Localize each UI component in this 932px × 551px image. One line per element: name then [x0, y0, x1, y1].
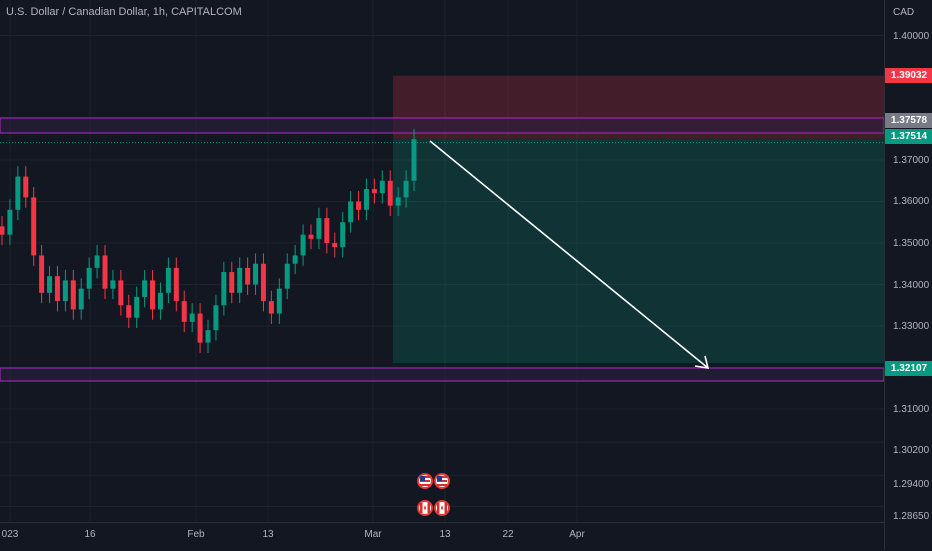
candle-body	[70, 280, 76, 310]
candle-body	[300, 234, 306, 256]
candle-body	[284, 263, 290, 289]
take-profit-zone	[393, 138, 884, 364]
time-axis[interactable]: 023 16 Feb 13 Mar 13 22 Apr	[0, 522, 884, 551]
candle-body	[7, 209, 13, 235]
candle-body	[348, 201, 354, 223]
time-tick: Apr	[569, 529, 585, 540]
candle-body	[237, 267, 243, 293]
price-tick: 1.28650	[893, 511, 930, 522]
candle-body	[229, 272, 235, 293]
time-tick: 023	[1, 529, 19, 540]
currency-label: CAD	[893, 7, 915, 18]
candle-body	[142, 280, 148, 297]
candle-body	[276, 288, 282, 314]
candle-body	[411, 139, 417, 181]
price-axis[interactable]: CAD 1.40000 1.37000 1.36000 1.35000 1.34…	[884, 0, 932, 550]
current-price-label: 1.37514	[885, 129, 932, 144]
candle-body	[205, 330, 211, 343]
candle-body	[31, 197, 37, 256]
candle-body	[363, 189, 369, 210]
candle-body	[316, 218, 322, 239]
take-profit-price-label: 1.32107	[885, 361, 932, 376]
support-zone	[0, 367, 884, 382]
candle-body	[371, 189, 377, 194]
candle-body	[395, 197, 401, 206]
time-tick: 13	[439, 529, 451, 540]
candle-body	[260, 263, 266, 302]
candle-body	[308, 234, 314, 239]
price-tick: 1.33000	[893, 321, 930, 332]
candle-body	[39, 255, 45, 293]
candle-body	[157, 292, 163, 310]
resistance-price-label: 1.37578	[885, 113, 932, 128]
price-tick: 1.36000	[893, 196, 930, 207]
candle-body	[340, 222, 346, 248]
candle-body	[356, 201, 362, 210]
price-tick: 1.40000	[893, 31, 930, 42]
time-tick: 22	[502, 529, 514, 540]
candle-body	[213, 305, 219, 331]
candle-body	[221, 272, 227, 306]
candle-body	[387, 180, 393, 206]
candle-body	[292, 255, 298, 264]
candle-body	[0, 226, 5, 235]
candle-body	[332, 243, 338, 248]
candle-body	[324, 218, 330, 243]
candle-body	[54, 276, 60, 302]
us-flag-icon[interactable]	[434, 473, 450, 489]
price-tick: 1.37000	[893, 155, 930, 166]
time-tick: Feb	[187, 529, 205, 540]
candle-body	[245, 267, 251, 285]
candle-body	[403, 180, 409, 198]
candle-body	[173, 267, 179, 302]
candle-body	[268, 301, 274, 314]
price-tick: 1.30200	[893, 445, 930, 456]
time-tick: 16	[84, 529, 96, 540]
price-tick: 1.31000	[893, 404, 930, 415]
candle-body	[102, 255, 108, 289]
candle-body	[78, 288, 84, 310]
projection-arrowhead	[694, 355, 710, 369]
candle-body	[86, 267, 92, 289]
time-tick: 13	[262, 529, 274, 540]
candle-body	[379, 180, 385, 194]
projection-arrow	[429, 140, 709, 369]
candle-body	[62, 280, 68, 302]
resistance-zone	[0, 117, 884, 134]
price-tick: 1.35000	[893, 238, 930, 249]
us-flag-icon[interactable]	[417, 473, 433, 489]
price-tick: 1.29400	[893, 479, 930, 490]
candle-body	[189, 313, 195, 322]
stop-loss-price-label: 1.39032	[885, 68, 932, 83]
candle-body	[253, 263, 259, 285]
candle-body	[197, 313, 203, 343]
candle-body	[134, 296, 140, 318]
ca-flag-icon[interactable]	[417, 500, 433, 516]
chart-canvas[interactable]	[0, 0, 884, 522]
ca-flag-icon[interactable]	[434, 500, 450, 516]
symbol-title: U.S. Dollar / Canadian Dollar, 1h, CAPIT…	[6, 6, 242, 18]
candle-body	[47, 276, 53, 293]
candle-body	[23, 176, 29, 198]
candle-body	[150, 280, 156, 310]
candle-body	[94, 255, 100, 268]
candle-body	[118, 280, 124, 306]
candle-body	[165, 267, 171, 293]
candle-body	[110, 280, 116, 289]
chart-area[interactable]: U.S. Dollar / Canadian Dollar, 1h, CAPIT…	[0, 0, 884, 522]
candle-body	[15, 176, 21, 210]
time-tick: Mar	[364, 529, 382, 540]
candle-body	[126, 305, 132, 318]
price-tick: 1.34000	[893, 280, 930, 291]
candle-body	[181, 301, 187, 322]
